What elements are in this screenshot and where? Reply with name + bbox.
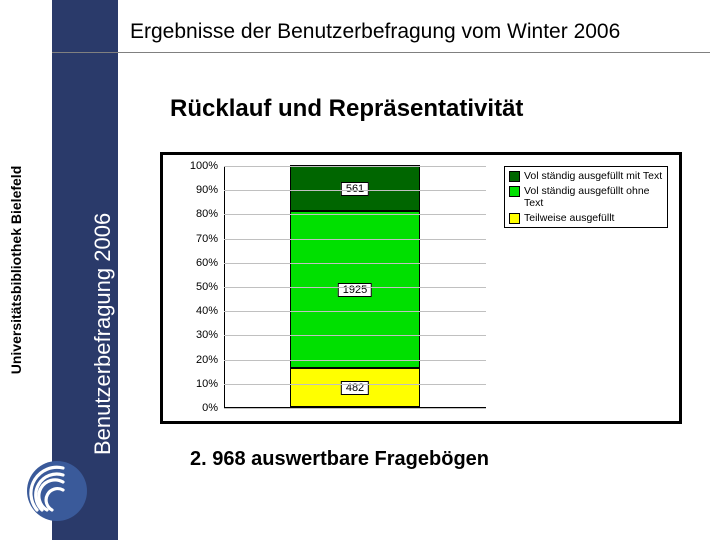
legend-swatch-icon <box>509 213 520 224</box>
slide-header: Ergebnisse der Benutzerbefragung vom Win… <box>130 20 700 50</box>
chart-inner: 4821925561 Vol ständig ausgefüllt mit Te… <box>168 160 674 416</box>
gridline <box>224 214 486 215</box>
y-tick-label: 90% <box>168 184 218 196</box>
chart-plot-area: 4821925561 <box>224 166 486 408</box>
library-logo-icon <box>25 460 89 522</box>
header-divider <box>52 52 710 53</box>
y-tick-label: 100% <box>168 160 218 172</box>
section-title: Rücklauf und Repräsentativität <box>170 95 523 123</box>
gridline <box>224 239 486 240</box>
gridline <box>224 335 486 336</box>
bar-value-label: 1925 <box>338 283 372 297</box>
footer-summary: 2. 968 auswertbare Fragebögen <box>190 448 489 471</box>
blue-sidebar-band: Benutzerbefragung 2006 <box>52 0 118 540</box>
y-tick-label: 60% <box>168 257 218 269</box>
legend-item: Vol ständig ausgefüllt ohne Text <box>509 185 663 209</box>
chart-legend: Vol ständig ausgefüllt mit Text Vol ständ… <box>504 166 668 228</box>
y-tick-label: 10% <box>168 378 218 390</box>
slide-header-title: Ergebnisse der Benutzerbefragung vom Win… <box>130 20 700 50</box>
gridline <box>224 190 486 191</box>
gridline <box>224 263 486 264</box>
legend-label: Teilweise ausgefüllt <box>524 212 614 224</box>
legend-item: Teilweise ausgefüllt <box>509 212 663 224</box>
legend-item: Vol ständig ausgefüllt mit Text <box>509 170 663 182</box>
gridline <box>224 408 486 409</box>
y-tick-label: 20% <box>168 354 218 366</box>
gridline <box>224 287 486 288</box>
legend-swatch-icon <box>509 171 520 182</box>
y-tick-label: 30% <box>168 329 218 341</box>
sidebar-title: Benutzerbefragung 2006 <box>90 213 116 455</box>
gridline <box>224 311 486 312</box>
gridline <box>224 384 486 385</box>
legend-label: Vol ständig ausgefüllt ohne Text <box>524 185 663 209</box>
gridline <box>224 360 486 361</box>
y-tick-label: 80% <box>168 208 218 220</box>
bar-value-label: 561 <box>341 182 369 196</box>
y-tick-label: 50% <box>168 281 218 293</box>
org-name: Universitätsbibliothek Bielefeld <box>8 166 24 375</box>
chart-container: 4821925561 Vol ständig ausgefüllt mit Te… <box>160 152 682 424</box>
legend-label: Vol ständig ausgefüllt mit Text <box>524 170 662 182</box>
y-tick-label: 70% <box>168 233 218 245</box>
y-tick-label: 0% <box>168 402 218 414</box>
left-brand-band: Universitätsbibliothek Bielefeld <box>0 0 52 540</box>
legend-swatch-icon <box>509 186 520 197</box>
y-tick-label: 40% <box>168 305 218 317</box>
gridline <box>224 166 486 167</box>
